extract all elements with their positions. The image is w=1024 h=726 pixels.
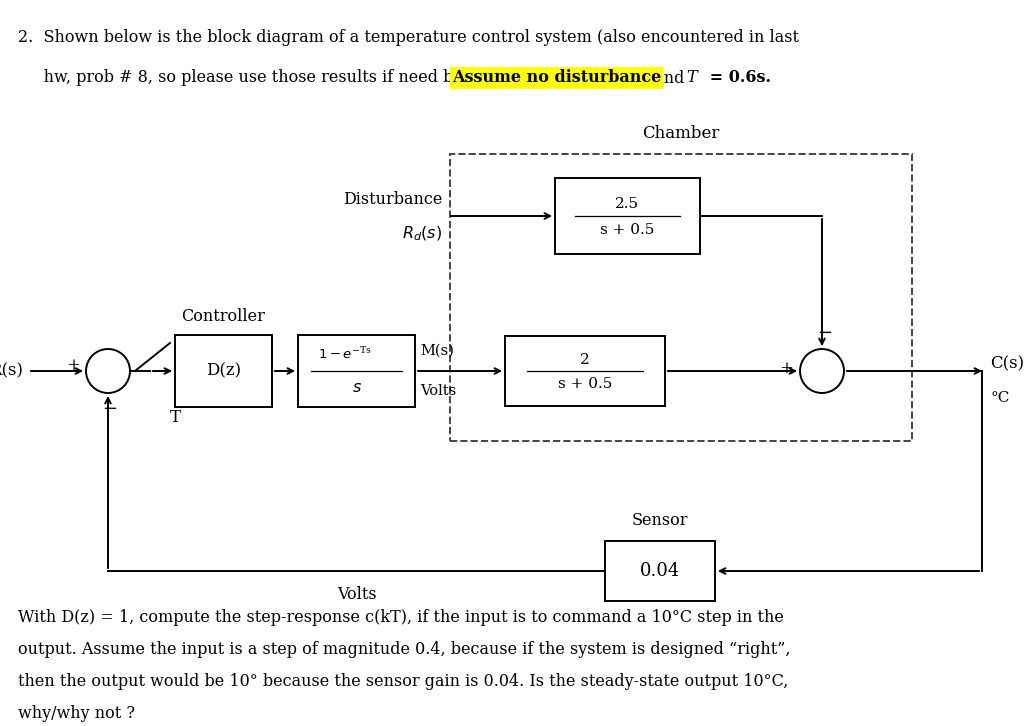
- Text: Disturbance: Disturbance: [343, 192, 442, 208]
- Text: R(s): R(s): [0, 362, 23, 380]
- Text: T: T: [170, 409, 180, 426]
- Text: −: −: [817, 324, 833, 342]
- Text: +: +: [67, 356, 80, 373]
- Text: s + 0.5: s + 0.5: [600, 224, 654, 237]
- Text: hw, prob # 8, so please use those results if need be).: hw, prob # 8, so please use those result…: [18, 70, 479, 86]
- Text: , and: , and: [644, 70, 689, 86]
- Text: Assume no disturbance: Assume no disturbance: [452, 70, 662, 86]
- Text: −: −: [102, 400, 118, 418]
- Text: 2: 2: [581, 353, 590, 367]
- Text: $R_d(s)$: $R_d(s)$: [401, 225, 442, 243]
- Text: $s$: $s$: [351, 380, 361, 396]
- Text: 0.04: 0.04: [640, 562, 680, 580]
- Text: C(s): C(s): [990, 356, 1024, 372]
- Text: Volts: Volts: [420, 384, 457, 398]
- Text: Controller: Controller: [181, 308, 265, 325]
- Text: then the output would be 10° because the sensor gain is 0.04. Is the steady-stat: then the output would be 10° because the…: [18, 674, 788, 690]
- Bar: [298, 335, 415, 407]
- Circle shape: [86, 349, 130, 393]
- Text: s + 0.5: s + 0.5: [558, 378, 612, 391]
- Text: Volts: Volts: [337, 586, 376, 603]
- Bar: [605, 541, 715, 601]
- Text: 2.5: 2.5: [615, 197, 640, 211]
- Text: Sensor: Sensor: [632, 512, 688, 529]
- Text: D(z): D(z): [206, 362, 241, 380]
- Text: With D(z) = 1, compute the step-response c(kT), if the input is to command a 10°: With D(z) = 1, compute the step-response…: [18, 610, 784, 627]
- Text: Chamber: Chamber: [642, 125, 720, 142]
- Text: = 0.6s.: = 0.6s.: [703, 70, 771, 86]
- Circle shape: [800, 349, 844, 393]
- Text: T: T: [686, 70, 696, 86]
- Text: +: +: [779, 359, 793, 377]
- Bar: [175, 335, 272, 407]
- Text: output. Assume the input is a step of magnitude 0.4, because if the system is de: output. Assume the input is a step of ma…: [18, 642, 791, 658]
- Bar: [555, 178, 700, 254]
- Text: 2.  Shown below is the block diagram of a temperature control system (also encou: 2. Shown below is the block diagram of a…: [18, 30, 799, 46]
- Bar: [505, 336, 665, 406]
- Text: why/why not ?: why/why not ?: [18, 706, 135, 722]
- Text: $1 - e^{\mathregular{-Ts}}$: $1 - e^{\mathregular{-Ts}}$: [317, 346, 372, 362]
- Text: °C: °C: [990, 391, 1010, 405]
- Bar: [450, 154, 912, 441]
- Text: M(s): M(s): [420, 344, 454, 358]
